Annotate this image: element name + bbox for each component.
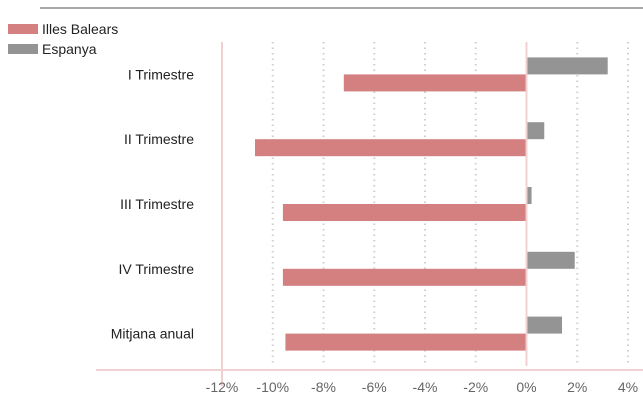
x-tick-label: -2% [463,379,488,395]
bar-espanya-iii-trimestre [526,187,532,204]
x-tick-label: 2% [567,379,587,395]
bar-espanya-i-trimestre [526,57,608,75]
legend-label-illes-balears: Illes Balears [42,21,118,37]
category-label: II Trimestre [124,131,194,147]
gridlines [271,42,629,366]
bar-espanya-ii-trimestre [526,122,545,140]
category-label: IV Trimestre [119,261,195,277]
x-tick-label: -10% [256,379,289,395]
legend-swatch-illes-balears [8,24,38,34]
bar-espanya-mitjana-anual [526,316,563,334]
x-tick-label: -4% [413,379,438,395]
bar-illes-balears-iii-trimestre [282,204,527,221]
tick-labels: -12% -10% -8% -6% -4% -2% 0% 2% 4% [206,379,638,395]
bar-illes-balears-ii-trimestre [254,139,527,157]
bar-illes-balears-mitjana-anual [285,333,527,351]
category-label: III Trimestre [120,196,194,212]
x-tick-label: -8% [311,379,336,395]
bar-illes-balears-iv-trimestre [282,268,527,286]
x-tick-label: 0% [516,379,536,395]
legend-label-espanya: Espanya [42,41,97,57]
category-label: I Trimestre [128,66,194,82]
category-labels: I Trimestre II Trimestre III Trimestre IV T… [111,66,194,341]
x-tick-label: -6% [362,379,387,395]
category-label: Mitjana anual [111,326,194,342]
x-tick-label: 4% [618,379,638,395]
bar-espanya-iv-trimestre [526,251,575,269]
bars [254,57,608,351]
legend: Illes Balears Espanya [8,21,118,57]
axes [96,42,643,386]
bar-illes-balears-i-trimestre [343,74,527,92]
legend-swatch-espanya [8,44,38,54]
x-tick-label: -12% [206,379,239,395]
